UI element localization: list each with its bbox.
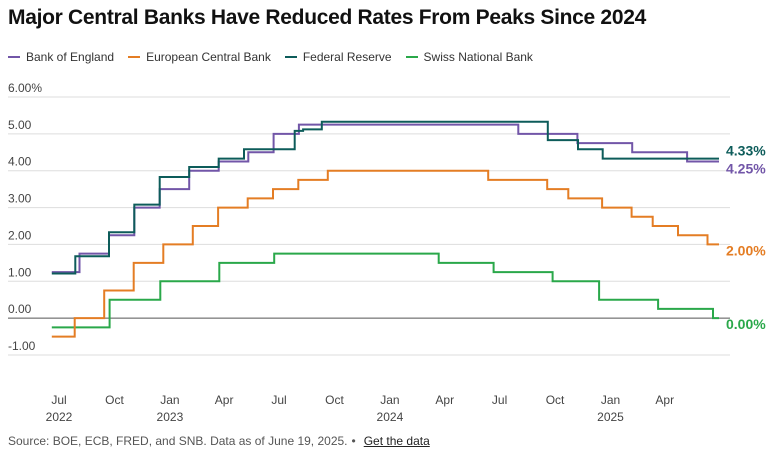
legend-item-federal-reserve: Federal Reserve xyxy=(284,50,392,64)
x-tick-label: Jul xyxy=(51,393,66,407)
y-tick-label: 2.00 xyxy=(8,228,32,242)
chart-title: Major Central Banks Have Reduced Rates F… xyxy=(8,6,646,29)
x-tick-label: Jan xyxy=(601,393,620,407)
legend-swatch-green xyxy=(405,56,418,58)
y-tick-label: 1.00 xyxy=(8,265,32,279)
x-tick-label: Apr xyxy=(435,393,454,407)
x-tick-label: Jul xyxy=(492,393,507,407)
y-tick-label: 3.00 xyxy=(8,192,32,206)
x-tick-label: Apr xyxy=(655,393,674,407)
series-line-federal-reserve xyxy=(51,120,719,275)
legend: Bank of England European Central Bank Fe… xyxy=(8,50,547,64)
x-tick-year-label: 2023 xyxy=(157,410,184,424)
line-chart: 6.00% 5.00 4.00 3.00 2.00 1.00 0.00 -1.00 Jul 202… xyxy=(8,81,766,424)
legend-item-bank-of-england: Bank of England xyxy=(8,50,114,64)
legend-swatch-purple xyxy=(8,56,20,58)
x-tick-year-label: 2025 xyxy=(597,410,624,424)
legend-item-swiss-national-bank: Swiss National Bank xyxy=(405,50,533,64)
series-line-european-central-bank xyxy=(51,169,719,338)
legend-label: Bank of England xyxy=(26,50,115,64)
source-note: Source: BOE, ECB, FRED, and SNB. Data as… xyxy=(8,434,430,448)
y-tick-label: -1.00 xyxy=(8,339,36,353)
end-value-label: 4.33% xyxy=(726,143,766,159)
end-value-label: 2.00% xyxy=(726,242,766,258)
end-value-label: 4.25% xyxy=(726,161,766,177)
x-tick-label: Jul xyxy=(271,393,286,407)
series-line-bank-of-england xyxy=(51,123,719,274)
x-tick-label: Jan xyxy=(160,393,179,407)
x-tick-label: Oct xyxy=(325,393,344,407)
y-tick-label: 6.00% xyxy=(8,81,42,95)
x-tick-label: Oct xyxy=(546,393,565,407)
legend-label: Swiss National Bank xyxy=(423,50,533,64)
legend-label: European Central Bank xyxy=(146,50,271,64)
legend-swatch-orange xyxy=(128,56,141,58)
source-text: Source: BOE, ECB, FRED, and SNB. Data as… xyxy=(8,434,348,448)
legend-label: Federal Reserve xyxy=(302,50,392,64)
x-tick-label: Oct xyxy=(105,393,124,407)
y-tick-label: 5.00 xyxy=(8,118,32,132)
y-tick-label: 4.00 xyxy=(8,155,32,169)
legend-item-ecb: European Central Bank xyxy=(128,50,271,64)
get-data-link[interactable]: Get the data xyxy=(363,434,430,448)
end-value-label: 0.00% xyxy=(726,316,766,332)
y-tick-label: 0.00 xyxy=(8,302,32,316)
x-tick-label: Apr xyxy=(215,393,234,407)
legend-swatch-dark-green xyxy=(284,56,297,58)
bullet-separator: • xyxy=(351,434,356,448)
series-line-swiss-national-bank xyxy=(51,252,719,329)
x-tick-label: Jan xyxy=(380,393,399,407)
x-tick-year-label: 2024 xyxy=(377,410,404,424)
x-tick-year-label: 2022 xyxy=(46,410,73,424)
